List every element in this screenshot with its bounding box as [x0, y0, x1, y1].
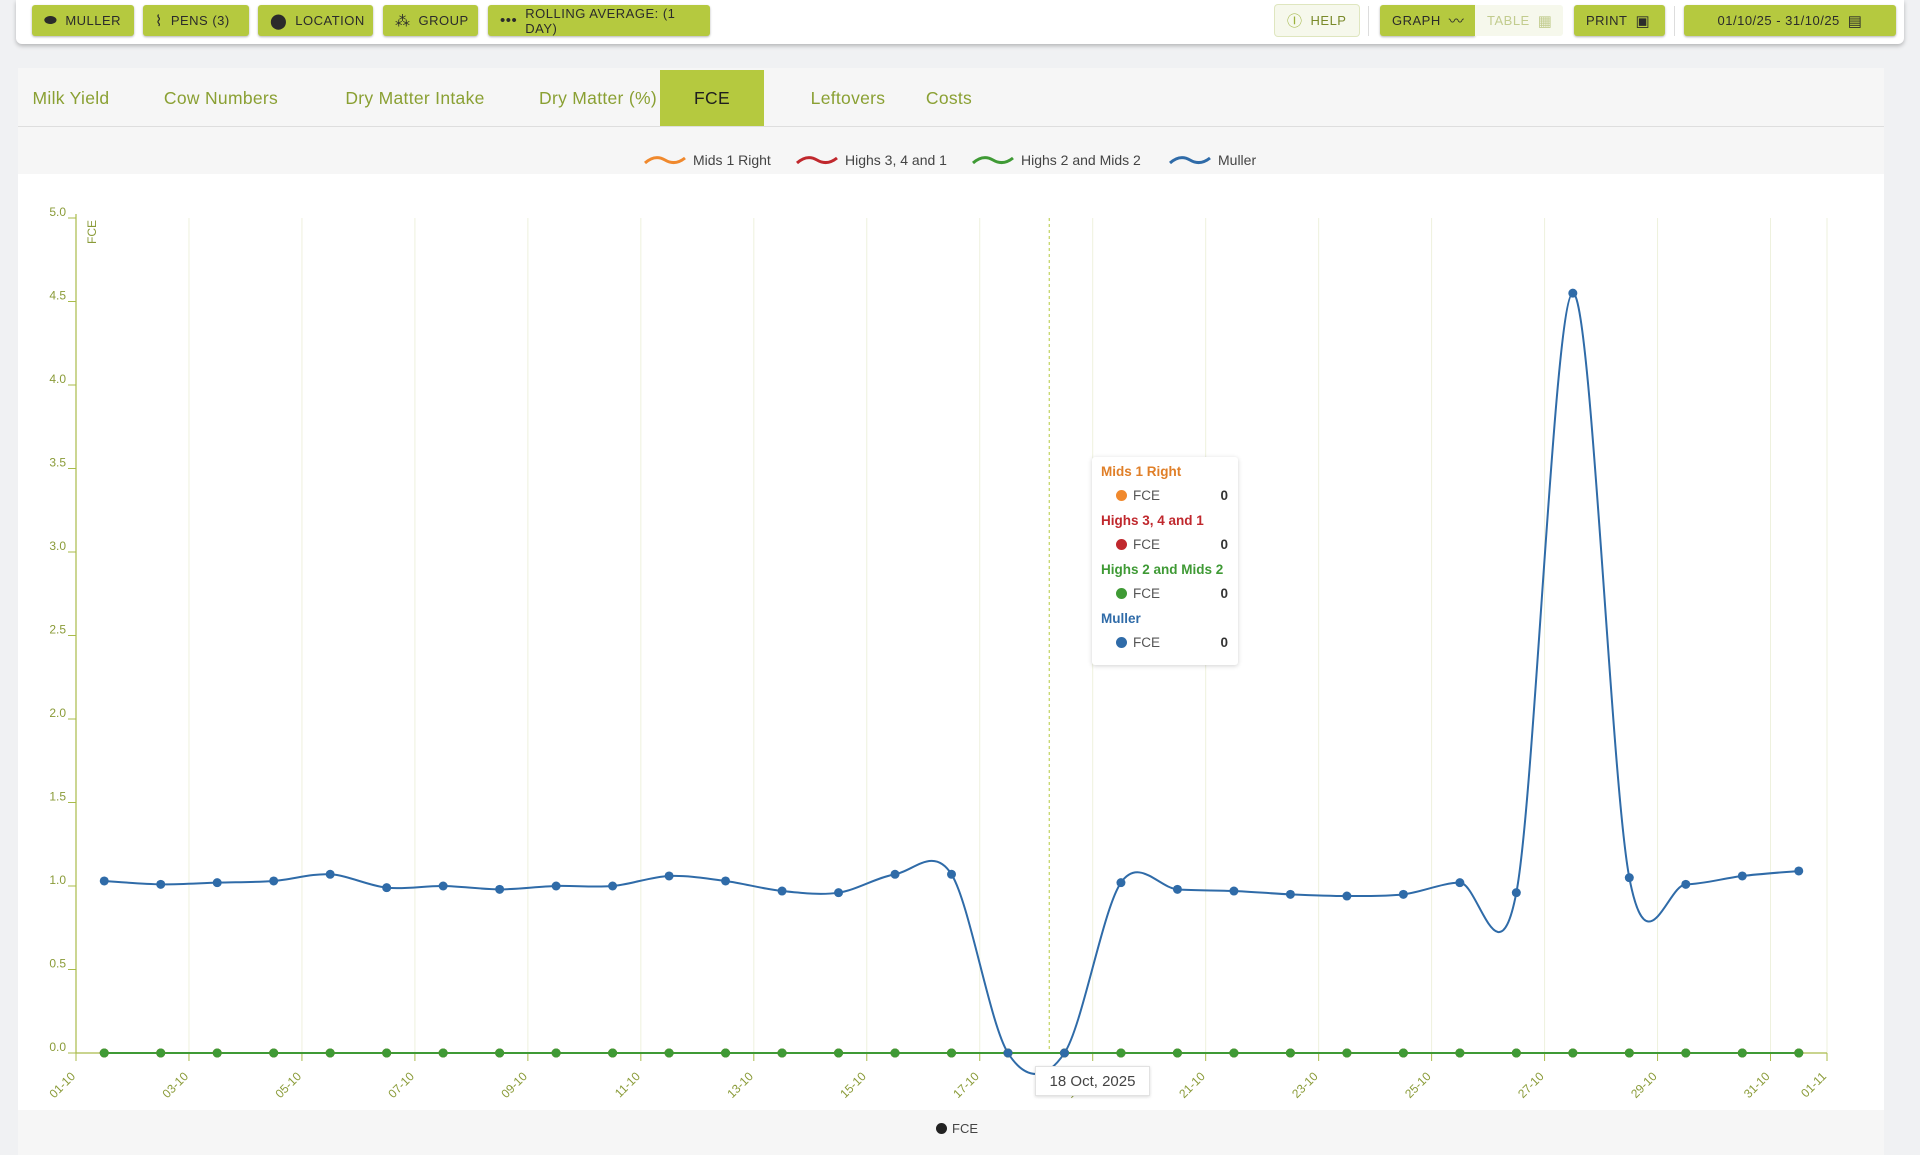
- print-icon: ▣: [1635, 12, 1651, 30]
- tooltip-title: Mids 1 Right: [1101, 464, 1182, 479]
- legend-label: Muller: [1218, 152, 1257, 168]
- tooltip-row: FCE 0: [1116, 537, 1228, 552]
- tooltip-row: FCE 0: [1116, 488, 1228, 503]
- legend-swatch: [1168, 156, 1211, 165]
- tooltip-value: 0: [1220, 635, 1228, 650]
- table-icon: ▦: [1537, 12, 1553, 30]
- date-range-button[interactable]: 01/10/25 - 31/10/25 ▤: [1684, 5, 1896, 36]
- legend-muller[interactable]: Muller: [1168, 152, 1256, 168]
- graph-label: GRAPH: [1392, 13, 1441, 28]
- pens-label: PENS (3): [170, 13, 230, 28]
- tab-dry-matter-intake[interactable]: Dry Matter Intake: [345, 87, 485, 108]
- tooltip-metric: FCE: [1133, 488, 1160, 503]
- tooltip-metric: FCE: [1133, 635, 1160, 650]
- toolbar: ⬬ MULLER ⌇ PENS (3) ⬤ LOCATION ⁂ GROUP •…: [16, 0, 1904, 44]
- legend-label: Highs 2 and Mids 2: [1021, 152, 1141, 168]
- series-dot: [1116, 588, 1127, 599]
- pen-icon: ⌇: [155, 12, 163, 30]
- legend-swatch: [971, 156, 1014, 165]
- tab-dry-matter-percent[interactable]: Dry Matter (%): [539, 87, 657, 108]
- farm-icon: ⬬: [44, 12, 58, 29]
- legend-mids1right[interactable]: Mids 1 Right: [643, 152, 771, 168]
- series-dot: [1116, 637, 1127, 648]
- toolbar-divider: [1674, 6, 1675, 36]
- hover-date-label: 18 Oct, 2025: [1035, 1066, 1150, 1096]
- print-button[interactable]: PRINT ▣: [1574, 5, 1665, 36]
- info-icon: ⓘ: [1287, 13, 1303, 30]
- bottom-legend-label: FCE: [952, 1121, 978, 1136]
- metric-tabs: Milk Yield Cow Numbers Dry Matter Intake…: [18, 70, 1884, 127]
- legend-label: Highs 3, 4 and 1: [845, 152, 947, 168]
- help-button[interactable]: ⓘ HELP: [1275, 5, 1359, 36]
- legend-swatch: [643, 156, 686, 165]
- table-label: TABLE: [1487, 13, 1530, 28]
- muller-button[interactable]: ⬬ MULLER: [32, 5, 134, 36]
- legend-highs2mids2[interactable]: Highs 2 and Mids 2: [971, 152, 1141, 168]
- tooltip-value: 0: [1220, 586, 1228, 601]
- tooltip-title: Highs 2 and Mids 2: [1101, 562, 1224, 577]
- tab-leftovers[interactable]: Leftovers: [810, 87, 886, 108]
- print-label: PRINT: [1586, 13, 1628, 28]
- hover-tooltip: Mids 1 Right FCE 0 Highs 3, 4 and 1 FCE …: [1092, 457, 1238, 665]
- tooltip-row: FCE 0: [1116, 635, 1228, 650]
- series-dot: [1116, 490, 1127, 501]
- group-button[interactable]: ⁂ GROUP: [383, 5, 478, 36]
- plot-area: [18, 174, 1884, 1110]
- report-panel: Milk Yield Cow Numbers Dry Matter Intake…: [18, 68, 1884, 1155]
- muller-label: MULLER: [65, 13, 122, 28]
- tab-costs[interactable]: Costs: [925, 87, 973, 108]
- rolling-average-button[interactable]: ••• ROLLING AVERAGE: (1 DAY): [488, 5, 710, 36]
- tooltip-title: Highs 3, 4 and 1: [1101, 513, 1204, 528]
- group-icon: ⁂: [395, 12, 411, 30]
- help-label: HELP: [1310, 13, 1347, 28]
- table-button[interactable]: TABLE ▦: [1475, 5, 1563, 36]
- tab-fce[interactable]: FCE: [660, 70, 764, 126]
- legend-swatch: [795, 156, 838, 165]
- pens-button[interactable]: ⌇ PENS (3): [143, 5, 249, 36]
- location-button[interactable]: ⬤ LOCATION: [258, 5, 373, 36]
- rolling-average-label: ROLLING AVERAGE: (1 DAY): [525, 5, 676, 36]
- tooltip-row: FCE 0: [1116, 586, 1228, 601]
- chart-line-icon: 〰: [1448, 13, 1465, 30]
- toolbar-divider: [1368, 6, 1369, 36]
- graph-button[interactable]: GRAPH 〰: [1380, 5, 1475, 36]
- date-range-label: 01/10/25 - 31/10/25: [1717, 13, 1840, 28]
- tooltip-metric: FCE: [1133, 586, 1160, 601]
- tab-milk-yield[interactable]: Milk Yield: [32, 87, 110, 108]
- series-dot: [1116, 539, 1127, 550]
- tooltip-value: 0: [1220, 488, 1228, 503]
- location-pin-icon: ⬤: [270, 12, 288, 30]
- legend-dot: [936, 1123, 947, 1134]
- tooltip-title: Muller: [1101, 611, 1141, 626]
- legend-label: Mids 1 Right: [693, 152, 771, 168]
- tooltip-value: 0: [1220, 537, 1228, 552]
- tab-cow-numbers[interactable]: Cow Numbers: [163, 87, 279, 108]
- bottom-legend[interactable]: FCE: [936, 1121, 978, 1136]
- location-label: LOCATION: [295, 13, 365, 28]
- dots-icon: •••: [500, 12, 518, 29]
- legend-highs341[interactable]: Highs 3, 4 and 1: [795, 152, 947, 168]
- group-label: GROUP: [418, 13, 469, 28]
- tooltip-metric: FCE: [1133, 537, 1160, 552]
- calendar-icon: ▤: [1847, 12, 1863, 30]
- chart-legend: Mids 1 Right Highs 3, 4 and 1 Highs 2 an…: [18, 152, 1884, 176]
